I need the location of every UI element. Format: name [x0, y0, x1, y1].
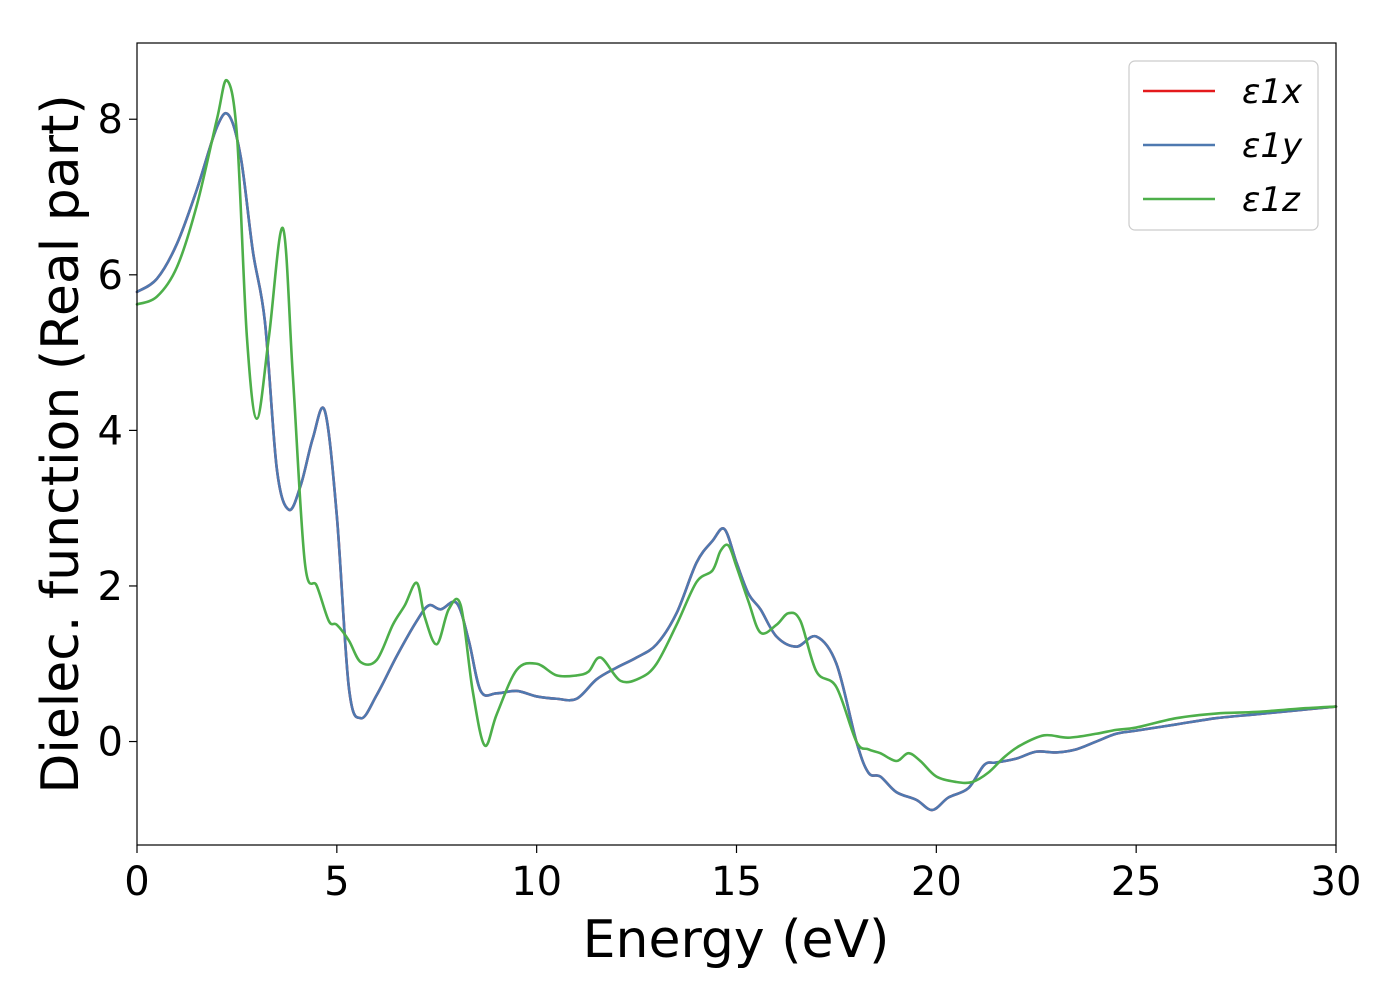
- legend-label-1: ε1x: [1242, 72, 1303, 112]
- y-tick-label: 4: [98, 408, 123, 454]
- x-tick-label: 30: [1311, 859, 1362, 905]
- legend-label-2: ε1y: [1242, 126, 1303, 166]
- y-tick-label: 8: [98, 97, 123, 143]
- series-line-3: [135, 79, 1338, 785]
- series-layer: [135, 79, 1338, 812]
- x-tick-label: 5: [324, 859, 349, 905]
- y-axis: 0 2 4 6 8: [98, 97, 137, 766]
- series-line-2: [135, 111, 1338, 812]
- y-axis-label: Dielec. function (Real part): [31, 94, 91, 793]
- y-tick-label: 6: [98, 253, 123, 299]
- plot-frame: [136, 42, 1337, 846]
- x-tick-label: 25: [1111, 859, 1162, 905]
- x-axis: 0 5 10 15 20 25 30: [124, 845, 1361, 905]
- x-tick-label: 0: [124, 859, 149, 905]
- x-tick-label: 15: [711, 859, 762, 905]
- y-tick-label: 2: [98, 564, 123, 610]
- x-tick-label: 10: [511, 859, 562, 905]
- x-axis-label: Energy (eV): [583, 910, 890, 970]
- y-tick-label: 0: [98, 720, 123, 766]
- legend-box: [1128, 60, 1319, 231]
- legend: ε1x ε1y ε1z: [1128, 60, 1319, 231]
- legend-label-3: ε1z: [1242, 180, 1301, 220]
- x-tick-label: 20: [911, 859, 962, 905]
